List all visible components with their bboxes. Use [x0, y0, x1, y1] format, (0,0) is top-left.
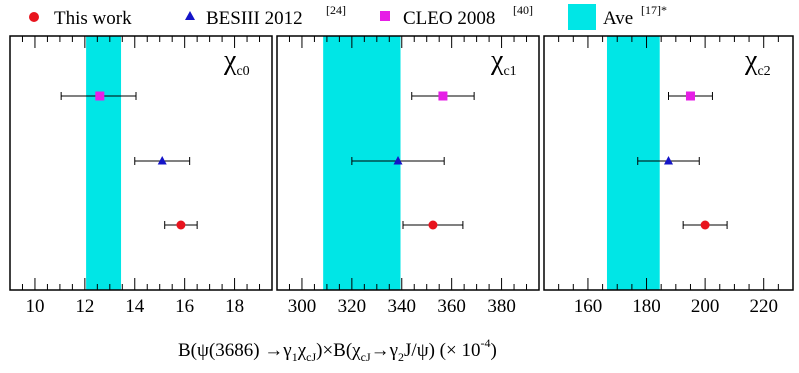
x-axis-title: B(ψ(3686) →γ1χcJ)×B(χcJ→γ2J/ψ) (× 10-4) — [178, 336, 497, 364]
x-tick-label: 200 — [691, 296, 720, 317]
x-tick-label: 320 — [338, 296, 367, 317]
panel-frame — [9, 35, 273, 291]
legend-label-cleo: CLEO 2008 — [403, 8, 495, 29]
x-tick-label: 14 — [125, 296, 145, 317]
point-cleo — [95, 91, 105, 101]
point-this-work — [428, 220, 438, 230]
point-cleo — [685, 91, 695, 101]
panel-frame — [276, 35, 540, 291]
x-tick-label: 12 — [75, 296, 94, 317]
panel-c2: 160 180 200 220 χc2 — [543, 35, 794, 317]
point-besiii — [393, 156, 403, 165]
x-tick-label: 16 — [175, 296, 194, 317]
legend-marker-cleo — [380, 11, 390, 21]
point-cleo — [438, 91, 448, 101]
legend-marker-this-work — [29, 12, 39, 22]
legend-marker-besiii — [185, 11, 195, 20]
legend-ref-besiii: [24] — [326, 3, 346, 17]
average-band — [323, 36, 401, 290]
legend-ref-ave: [17]* — [641, 3, 667, 17]
panels: 10 12 14 16 18 χc0 300 320 340 360 380 χc1 160 180 200… — [9, 35, 794, 317]
panel-frame — [543, 35, 794, 291]
x-tick-label: 220 — [749, 296, 778, 317]
average-band — [86, 36, 122, 290]
point-this-work — [176, 220, 186, 230]
legend-label-this-work: This work — [54, 8, 132, 29]
panel-label: χc2 — [744, 45, 771, 79]
panel-label: χc0 — [223, 45, 250, 79]
x-tick-label: 300 — [288, 296, 317, 317]
point-besiii — [157, 156, 167, 165]
panel-c1: 300 320 340 360 380 χc1 — [276, 35, 540, 317]
x-tick-label: 18 — [225, 296, 244, 317]
panel-label: χc1 — [490, 45, 517, 79]
x-tick-label: 180 — [632, 296, 661, 317]
point-besiii — [664, 156, 673, 165]
legend-label-ave: Ave — [603, 8, 633, 29]
legend: This work BESIII 2012 [24] CLEO 2008 [40… — [29, 3, 667, 30]
legend-marker-ave — [568, 4, 596, 30]
legend-ref-cleo: [40] — [513, 3, 533, 17]
x-tick-label: 160 — [574, 296, 603, 317]
x-tick-label: 340 — [388, 296, 417, 317]
point-this-work — [700, 220, 710, 230]
legend-label-besiii: BESIII 2012 — [206, 8, 303, 29]
x-tick-label: 360 — [437, 296, 466, 317]
x-tick-label: 10 — [25, 296, 44, 317]
panel-c0: 10 12 14 16 18 χc0 — [9, 35, 273, 317]
x-tick-label: 380 — [487, 296, 516, 317]
average-band — [606, 36, 660, 290]
